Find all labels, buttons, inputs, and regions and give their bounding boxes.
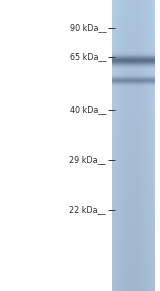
Text: 90 kDa__: 90 kDa__	[69, 24, 106, 33]
Text: 65 kDa__: 65 kDa__	[69, 52, 106, 61]
Text: 22 kDa__: 22 kDa__	[69, 205, 106, 214]
Text: 40 kDa__: 40 kDa__	[70, 106, 106, 114]
Text: 29 kDa__: 29 kDa__	[69, 155, 106, 164]
